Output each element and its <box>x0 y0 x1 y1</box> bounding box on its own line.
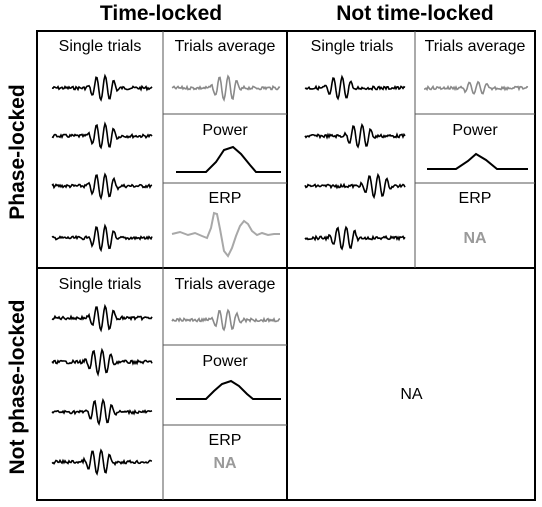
single-trial-waveform <box>51 121 153 150</box>
erp-na-value: NA <box>213 455 237 472</box>
single-trial-waveform <box>51 223 153 253</box>
label-single-trials: Single trials <box>58 38 142 55</box>
single-trial-waveform <box>51 73 153 102</box>
erp-waveform <box>171 211 280 258</box>
single-trial-waveform <box>51 397 153 427</box>
single-trial-waveform <box>51 448 153 476</box>
power-curve <box>176 379 281 400</box>
single-trial-waveform <box>51 172 153 201</box>
single-trial-waveform <box>304 172 406 200</box>
label-power: Power <box>202 122 248 139</box>
label-erp: ERP <box>208 190 242 207</box>
label-erp: ERP <box>208 432 242 449</box>
power-curve <box>176 145 281 173</box>
single-trial-waveform <box>304 122 406 149</box>
na-cell-value: NA <box>400 386 423 403</box>
column-title-time-locked: Time-locked <box>99 2 223 25</box>
power-curve <box>427 152 528 170</box>
label-power: Power <box>452 122 498 139</box>
label-erp: ERP <box>458 190 492 207</box>
label-trials-average: Trials average <box>174 38 276 55</box>
erp-na-value: NA <box>463 230 487 247</box>
label-power: Power <box>202 353 248 370</box>
trials-average-waveform <box>424 80 529 95</box>
single-trial-waveform <box>304 225 406 251</box>
label-trials-average: Trials average <box>174 276 276 293</box>
label-trials-average: Trials average <box>424 38 526 55</box>
single-trial-waveform <box>304 74 406 101</box>
trials-average-waveform <box>171 74 281 103</box>
column-title-not-time-locked: Not time-locked <box>336 2 494 25</box>
label-single-trials: Single trials <box>310 38 394 55</box>
trials-average-waveform <box>171 308 281 332</box>
single-trial-waveform <box>51 303 153 333</box>
single-trial-waveform <box>51 347 153 377</box>
label-single-trials: Single trials <box>58 276 142 293</box>
